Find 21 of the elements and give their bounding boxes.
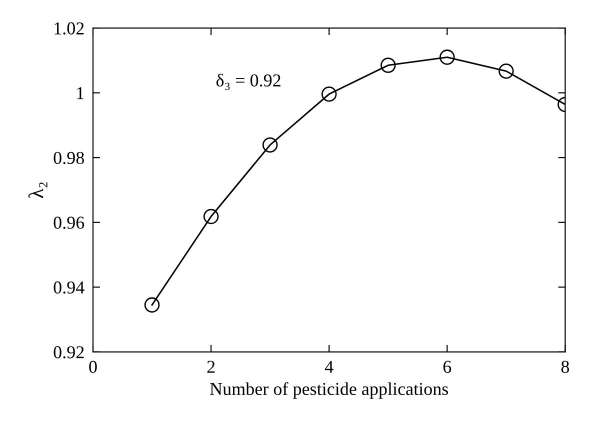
y-tick-label: 0.94 xyxy=(54,281,84,294)
point xyxy=(498,63,514,79)
x-tick-label: 6 xyxy=(443,360,452,373)
x-tick-label: 0 xyxy=(89,360,97,373)
point xyxy=(262,137,278,153)
x-tick-label: 8 xyxy=(561,360,570,373)
y-tick-label: 0.96 xyxy=(54,216,84,229)
point xyxy=(440,50,455,65)
y-tick-label: 0.92 xyxy=(54,346,84,358)
annotation: δ₃ = 0.92 xyxy=(216,74,280,90)
point xyxy=(380,58,396,73)
x-axis-title: Number of pesticide applications xyxy=(210,382,448,399)
y-tick-label: 1.02 xyxy=(54,22,84,35)
x-tick-label: 2 xyxy=(207,360,215,373)
point xyxy=(144,297,160,313)
y-tick-label: 1 xyxy=(77,87,84,100)
y-tick-label: 0.98 xyxy=(54,152,84,164)
y-axis-title: λ₂ xyxy=(28,182,48,198)
point xyxy=(321,86,337,102)
point xyxy=(203,208,219,224)
x-tick-label: 4 xyxy=(324,360,334,373)
